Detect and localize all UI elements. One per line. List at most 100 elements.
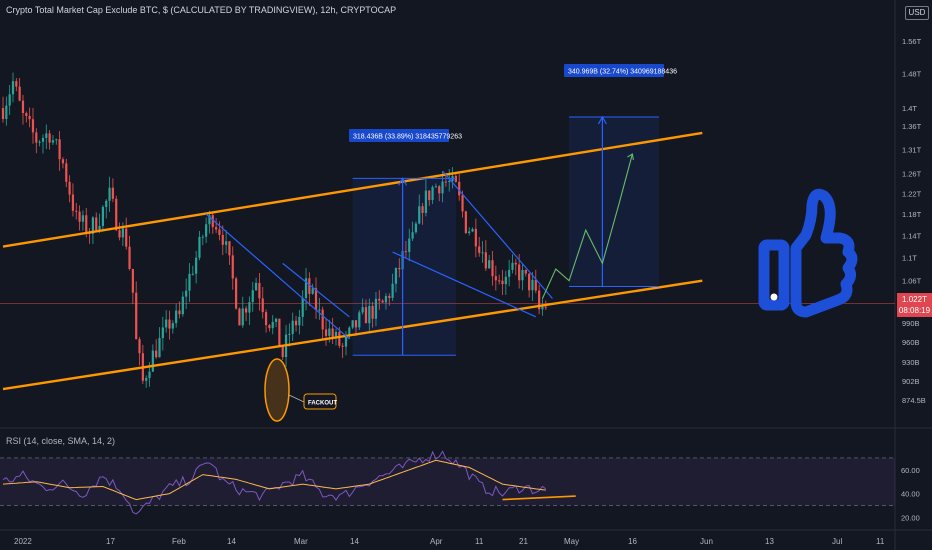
time-tick-label: 21 [519,537,528,546]
price-tick-label: 1.31T [902,145,922,154]
rsi-title: RSI (14, close, SMA, 14, 2) [6,436,116,446]
candle-body [338,331,341,346]
thumb-cuff [758,239,790,311]
candle-body [541,306,544,310]
price-tick-label: 930B [902,358,920,367]
candle-body [248,302,251,313]
candle-body [478,246,481,253]
measure-1-label-box [349,129,449,142]
price-tick-label: 1.18T [902,210,922,219]
candle-body [364,307,368,324]
candle-body [95,217,98,231]
candle-body [404,251,408,253]
candle-body [101,206,104,226]
time-tick-label: 11 [475,537,484,546]
candle-body [264,312,268,326]
candle-body [28,116,31,120]
candle-body [55,139,58,141]
candle-body [444,181,447,183]
currency-badge[interactable]: USD [905,6,929,20]
chart-title: Crypto Total Market Cap Exclude BTC, $ (… [6,5,397,15]
fakeout-label-box [303,393,337,410]
candle-body [481,252,484,254]
candle-body [191,273,194,275]
candle-body [128,246,131,269]
candle-body [361,307,364,313]
price-tick-label: 902B [902,377,920,386]
candle-body [188,273,191,291]
candle-body [211,215,214,228]
price-tick-label: 1.36T [902,122,922,131]
candle-body [231,255,234,279]
candle-body [68,181,71,195]
candle-body [108,187,111,201]
candle-body [488,260,491,269]
channel-lower-line [2,279,703,391]
fakeout-ellipse [264,358,290,422]
candle-body [25,113,28,117]
candle-body [118,230,121,238]
candle-body [268,325,271,329]
candle-body [274,318,278,322]
price-tick-label: 990B [902,319,920,328]
candle-body [468,231,471,234]
candle-body [304,278,308,298]
candle-body [165,319,168,328]
candle-body [138,339,141,354]
candle-body [225,241,228,245]
price-tick-label: 960B [902,338,920,347]
rsi-trendline [502,495,576,501]
candle-body [1,108,5,120]
candle-body [381,300,384,303]
rsi-tick-label: 20.00 [901,513,920,522]
rsi-ma-line [2,459,546,501]
time-tick-label: May [564,537,579,546]
candle-body [241,308,244,326]
projection-arrowhead [627,153,634,161]
candle-body [311,288,314,294]
candle-body [308,278,311,294]
candle-body [321,309,324,330]
candle-body [65,163,68,182]
candle-body [198,236,201,258]
price-tick-label: 1.14T [902,232,922,241]
candle-body [11,81,15,95]
candle-body [21,100,25,114]
time-tick-label: Jul [832,537,842,546]
candle-body [41,137,45,142]
measure-2-label: 340.969B (32.74%) 340969188436 [568,69,677,76]
candle-body [508,269,511,277]
time-tick-label: 17 [106,537,115,546]
price-tick-label: 1.26T [902,169,922,178]
candle-body [518,264,521,281]
time-tick-label: 14 [350,537,359,546]
candle-body [538,290,541,310]
candle-body [91,217,95,234]
candle-body [431,187,434,201]
candle-body [441,181,444,194]
candle-body [158,338,161,358]
candle-body [428,190,431,201]
candle-body [111,187,114,199]
candle-body [438,186,441,194]
current-price-tag: 1.022T 08:08:19 [897,293,932,317]
price-tick-label: 1.06T [902,277,922,286]
wedge-2-upper-line [442,170,553,299]
candle-body [5,105,8,120]
time-tick-label: 11 [876,537,885,546]
candle-body [71,194,75,211]
candle-body [145,377,148,381]
candle-body [201,236,204,238]
candle-body [351,320,354,328]
candle-body [151,350,154,372]
candle-body [61,159,65,164]
time-tick-label: 13 [765,537,774,546]
candle-body [388,296,391,298]
candle-body [418,206,421,224]
candle-body [494,276,497,281]
measure-2-arrowhead [597,115,607,125]
candle-body [15,81,18,87]
